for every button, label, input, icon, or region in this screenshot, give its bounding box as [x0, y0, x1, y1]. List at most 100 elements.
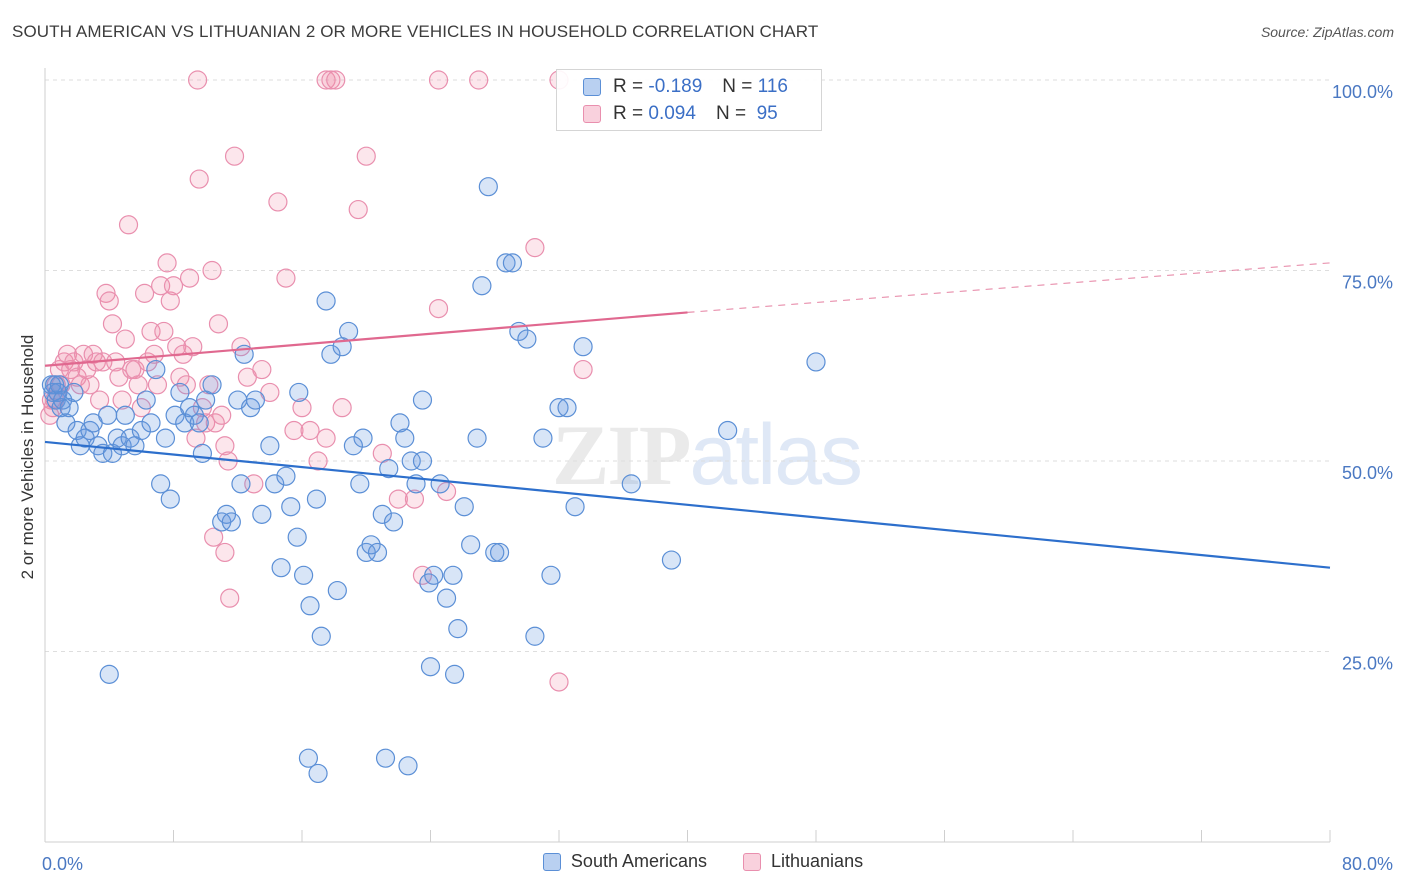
lithuanian-point-22: [99, 291, 119, 311]
south-american-point-51: [276, 466, 296, 486]
stats-legend: R = -0.189 N = 116 R = 0.094 N = 95: [556, 69, 822, 131]
south-american-point-114: [192, 443, 213, 463]
south-american-point-79: [436, 588, 457, 608]
lithuanian-point-68: [284, 420, 304, 441]
series-legend-south-americans[interactable]: South Americans: [542, 851, 707, 872]
south-american-point-42: [221, 512, 241, 532]
chart-source: Source: ZipAtlas.com: [1260, 24, 1394, 40]
south-americans-swatch: [583, 78, 601, 96]
south-american-point-58: [316, 291, 336, 311]
lithuanian-point-36: [144, 344, 164, 364]
lithuanians-swatch: [583, 105, 601, 123]
south-american-point-6: [51, 398, 71, 418]
lithuanian-point-75: [356, 146, 376, 166]
south-american-point-29: [151, 474, 171, 494]
lithuanian-point-72: [316, 428, 336, 448]
south-american-point-73: [401, 451, 421, 471]
y-axis-title: 2 or more Vehicles in Household: [18, 335, 37, 580]
south-american-point-109: [444, 664, 465, 684]
south-american-point-70: [383, 512, 404, 532]
south-american-point-9: [59, 398, 79, 418]
lithuanian-point-93: [215, 542, 235, 563]
series-legend-lithuanians[interactable]: Lithuanians: [743, 851, 863, 872]
lithuanian-point-50: [189, 169, 209, 189]
lithuanian-point-16: [80, 375, 100, 395]
lithuanian-trend-line: [44, 311, 688, 367]
south-american-point-82: [454, 497, 474, 517]
south-american-point-89: [496, 253, 516, 273]
lithuanian-point-71: [308, 451, 328, 471]
south-american-point-67: [367, 542, 388, 563]
lithuanian-point-73: [332, 398, 352, 418]
lithuanian-point-23: [102, 314, 123, 334]
south-american-trend-line: [44, 440, 1331, 569]
points-layer: [40, 70, 826, 784]
south-american-point-27: [141, 413, 161, 433]
lithuanian-point-94: [220, 588, 240, 608]
south-american-point-84: [467, 428, 487, 448]
south-american-point-104: [298, 748, 319, 768]
south-american-point-55: [300, 596, 320, 616]
south-american-point-68: [372, 504, 392, 524]
x-tick-label-1: 80.0%: [1342, 854, 1393, 874]
south-american-point-83: [461, 535, 481, 555]
south-american-point-101: [661, 550, 682, 570]
south-american-point-72: [395, 428, 415, 448]
lithuanian-point-55: [205, 413, 225, 433]
r-label: R =: [613, 76, 644, 97]
south-american-point-63: [343, 436, 363, 456]
south-american-point-100: [621, 474, 641, 494]
south-american-point-95: [541, 565, 561, 585]
south-american-point-87: [485, 542, 505, 563]
south-american-point-115: [99, 664, 119, 684]
south-american-point-88: [489, 542, 510, 563]
lithuanian-point-56: [208, 314, 229, 334]
lithuanian-point-52: [196, 413, 216, 433]
axis-layer: [44, 68, 1331, 843]
south-american-point-30: [155, 428, 176, 448]
lithuanian-point-57: [212, 405, 232, 425]
lithuanian-point-81: [436, 481, 457, 502]
chart-title: SOUTH AMERICAN VS LITHUANIAN 2 OR MORE V…: [12, 22, 819, 41]
lithuanian-point-46: [176, 375, 196, 395]
south-american-point-8: [56, 413, 76, 433]
lithuanian-point-77: [388, 489, 408, 509]
stats-legend-row-lithuanians: R = 0.094 N = 95: [557, 100, 778, 128]
y-tick-label-0: 25.0%: [1342, 654, 1393, 674]
lithuanian-point-33: [134, 283, 155, 303]
lithuanian-point-48: [183, 337, 203, 357]
south-american-point-112: [289, 382, 309, 403]
south-american-point-66: [361, 535, 381, 555]
south-american-point-96: [549, 398, 569, 418]
south-american-point-80: [443, 565, 463, 585]
south-american-point-33: [170, 382, 190, 403]
south-american-point-57: [311, 626, 331, 646]
south-american-point-31: [160, 489, 180, 509]
series-legend: South Americans Lithuanians: [0, 851, 1406, 872]
south-american-point-102: [718, 420, 738, 441]
lithuanian-point-24: [106, 352, 126, 372]
lithuanian-point-60: [224, 146, 245, 166]
south-american-point-111: [353, 428, 373, 448]
lithuanian-point-70: [300, 420, 320, 441]
south-american-point-105: [308, 763, 328, 784]
lithuanian-point-78: [404, 489, 425, 509]
n-label: N =: [715, 103, 747, 124]
south-american-point-37: [189, 413, 209, 433]
south-american-point-26: [136, 390, 156, 410]
lithuanians-legend-label: Lithuanians: [771, 851, 864, 871]
south-american-point-75: [412, 451, 433, 471]
lithuanian-point-69: [292, 398, 312, 418]
south-american-point-39: [202, 375, 222, 395]
lithuanian-point-54: [202, 260, 222, 281]
lithuanian-point-19: [90, 390, 110, 410]
south-american-point-113: [231, 474, 251, 494]
south-american-point-92: [517, 329, 537, 349]
south-american-point-106: [375, 748, 396, 768]
south-american-point-108: [420, 657, 441, 677]
south-american-point-90: [502, 253, 523, 273]
lithuanian-point-26: [112, 390, 132, 410]
south-american-point-56: [306, 489, 327, 509]
south-american-point-93: [525, 626, 545, 646]
